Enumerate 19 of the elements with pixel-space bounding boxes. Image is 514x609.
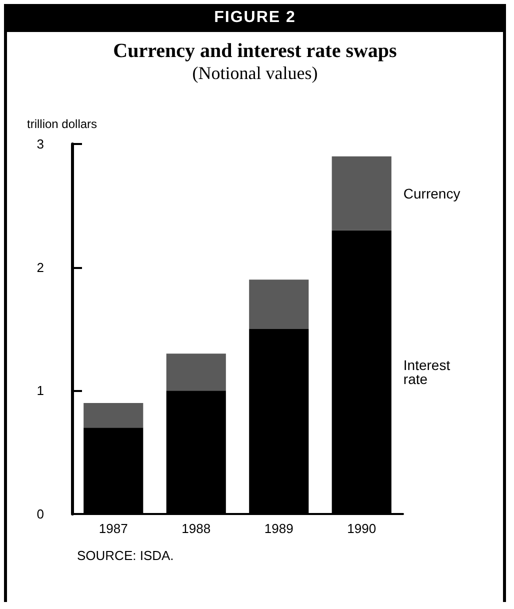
chart-title: Currency and interest rate swaps bbox=[112, 40, 398, 63]
bar bbox=[166, 354, 226, 391]
x-tick-label: 1990 bbox=[347, 521, 376, 536]
chart-subtitle: (Notional values) bbox=[191, 63, 319, 84]
y-tick-label: 0 bbox=[36, 506, 44, 522]
source-note: SOURCE: ISDA. bbox=[77, 548, 174, 563]
x-tick-label: 1988 bbox=[182, 521, 211, 536]
x-tick-label: 1987 bbox=[98, 521, 128, 536]
bar bbox=[249, 280, 309, 329]
x-tick-label: 1989 bbox=[264, 521, 294, 536]
y-tick-label: 1 bbox=[36, 383, 44, 398]
y-tick-label: 3 bbox=[36, 136, 44, 152]
caption: FIGURE 2 bbox=[7, 4, 503, 32]
bar bbox=[332, 156, 392, 230]
y-axis-title: trillion dollars bbox=[27, 117, 98, 131]
y-tick-label: 2 bbox=[36, 260, 44, 275]
bar bbox=[84, 403, 144, 428]
series-label: Currency bbox=[403, 185, 460, 202]
series-label: Interest rate bbox=[403, 357, 454, 388]
